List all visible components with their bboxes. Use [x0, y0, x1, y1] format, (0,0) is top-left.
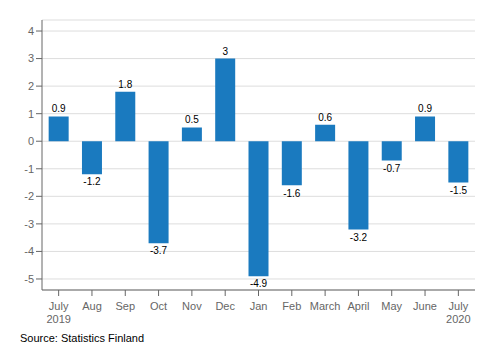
svg-text:July2019: July2019 [46, 300, 70, 325]
svg-text:Nov: Nov [182, 300, 202, 312]
svg-text:Feb: Feb [282, 300, 301, 312]
svg-text:3: 3 [222, 46, 228, 57]
svg-text:0.5: 0.5 [185, 114, 199, 125]
svg-text:-2: -2 [24, 190, 34, 202]
svg-text:3: 3 [28, 52, 34, 64]
svg-text:Jan: Jan [250, 300, 268, 312]
svg-text:4: 4 [28, 25, 34, 37]
svg-text:July2020: July2020 [446, 300, 470, 325]
svg-text:-3: -3 [24, 218, 34, 230]
svg-text:-5: -5 [24, 273, 34, 285]
svg-text:-3.7: -3.7 [150, 245, 168, 256]
svg-text:-1.5: -1.5 [450, 185, 468, 196]
svg-text:-1.6: -1.6 [283, 188, 301, 199]
svg-text:-0.7: -0.7 [383, 163, 401, 174]
svg-text:0: 0 [28, 135, 34, 147]
svg-text:June: June [413, 300, 437, 312]
svg-text:-4: -4 [24, 245, 34, 257]
svg-text:Aug: Aug [82, 300, 102, 312]
svg-text:0.6: 0.6 [318, 112, 332, 123]
svg-text:2: 2 [28, 80, 34, 92]
svg-text:0.9: 0.9 [418, 103, 432, 114]
svg-text:-4.9: -4.9 [250, 278, 268, 289]
svg-text:Sep: Sep [115, 300, 135, 312]
svg-text:Dec: Dec [215, 300, 235, 312]
svg-text:-1: -1 [24, 163, 34, 175]
svg-text:May: May [381, 300, 402, 312]
svg-text:Oct: Oct [150, 300, 167, 312]
html-text:Source: Statistics Finland: Source: Statistics Finland [20, 332, 145, 344]
svg-text:March: March [310, 300, 341, 312]
svg-text:1.8: 1.8 [118, 79, 132, 90]
svg-text:0.9: 0.9 [52, 103, 66, 114]
svg-text:-3.2: -3.2 [350, 232, 368, 243]
svg-text:-1.2: -1.2 [83, 176, 101, 187]
svg-text:April: April [347, 300, 369, 312]
svg-text:1: 1 [28, 108, 34, 120]
